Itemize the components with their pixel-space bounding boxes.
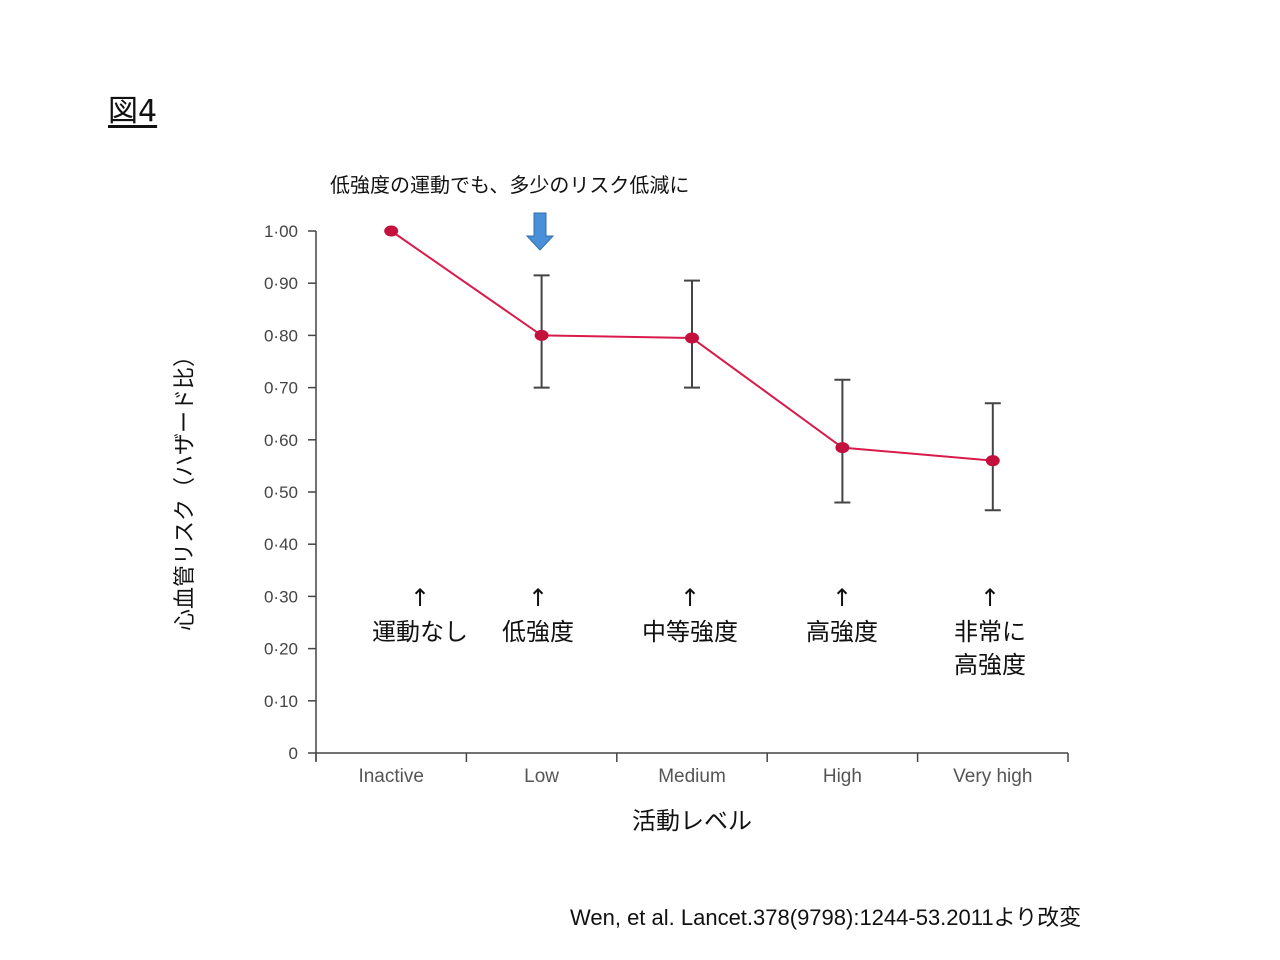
intensity-label: 運動なし xyxy=(372,618,468,646)
x-axis-label: 活動レベル xyxy=(632,807,752,835)
intensity-label-group: ↑ 中等強度 xyxy=(642,584,738,646)
intensity-label-group: ↑ 低強度 xyxy=(502,584,574,646)
intensity-label-group: ↑ 高強度 xyxy=(806,584,878,646)
y-tick-label: 1·00 xyxy=(264,222,298,241)
intensity-label: 高強度 xyxy=(806,618,878,646)
data-point xyxy=(835,442,850,454)
y-ticks: 0 0·10 0·20 0·30 0·40 0·50 0·60 0·70 0·80 0·90 1·0… xyxy=(264,222,316,763)
y-tick-label: 0·40 xyxy=(264,535,298,554)
y-tick-label: 0·90 xyxy=(264,274,298,293)
x-tick-label: Very high xyxy=(953,766,1032,787)
error-bar xyxy=(834,378,851,504)
highlight-down-arrow-icon xyxy=(525,212,555,251)
up-arrow-icon: ↑ xyxy=(528,584,548,612)
axes xyxy=(315,231,1068,761)
error-bars xyxy=(533,274,1001,512)
data-point xyxy=(384,225,399,237)
up-arrow-icon: ↑ xyxy=(980,584,1000,612)
y-tick-label: 0·30 xyxy=(264,587,298,606)
intensity-label-group: ↑ 運動なし xyxy=(372,584,468,646)
data-points xyxy=(384,225,1000,467)
y-tick-label: 0·20 xyxy=(264,640,298,659)
citation: Wen, et al. Lancet.378(9798):1244-53.201… xyxy=(570,905,1082,930)
annotation-top: 低強度の運動でも、多少のリスク低減に xyxy=(330,173,689,197)
y-tick-label: 0 xyxy=(289,744,298,763)
y-tick-label: 0·60 xyxy=(264,431,298,450)
data-point xyxy=(985,455,1000,467)
intensity-label: 非常に xyxy=(954,618,1026,646)
x-tick-label: Inactive xyxy=(358,766,423,787)
up-arrow-icon: ↑ xyxy=(680,584,700,612)
x-tick-label: High xyxy=(823,766,862,787)
data-point xyxy=(685,332,699,344)
y-tick-label: 0·80 xyxy=(264,326,298,345)
x-ticks: Inactive Low Medium High Very high xyxy=(315,753,1069,787)
figure-title: 図4 xyxy=(108,94,158,129)
y-tick-label: 0·10 xyxy=(264,692,298,711)
x-tick-label: Low xyxy=(524,766,559,787)
y-tick-label: 0·70 xyxy=(264,379,298,398)
y-axis-label: 心血管リスク（ハザード比） xyxy=(173,345,198,631)
down-arrow-shape xyxy=(525,212,555,251)
y-tick-label: 0·50 xyxy=(264,483,298,502)
intensity-label: 中等強度 xyxy=(642,618,738,646)
up-arrow-icon: ↑ xyxy=(832,584,852,612)
x-tick-label: Medium xyxy=(658,766,726,787)
intensity-label: 高強度 xyxy=(954,651,1026,679)
intensity-label: 低強度 xyxy=(502,618,574,646)
data-point xyxy=(534,329,549,341)
up-arrow-icon: ↑ xyxy=(410,584,430,612)
